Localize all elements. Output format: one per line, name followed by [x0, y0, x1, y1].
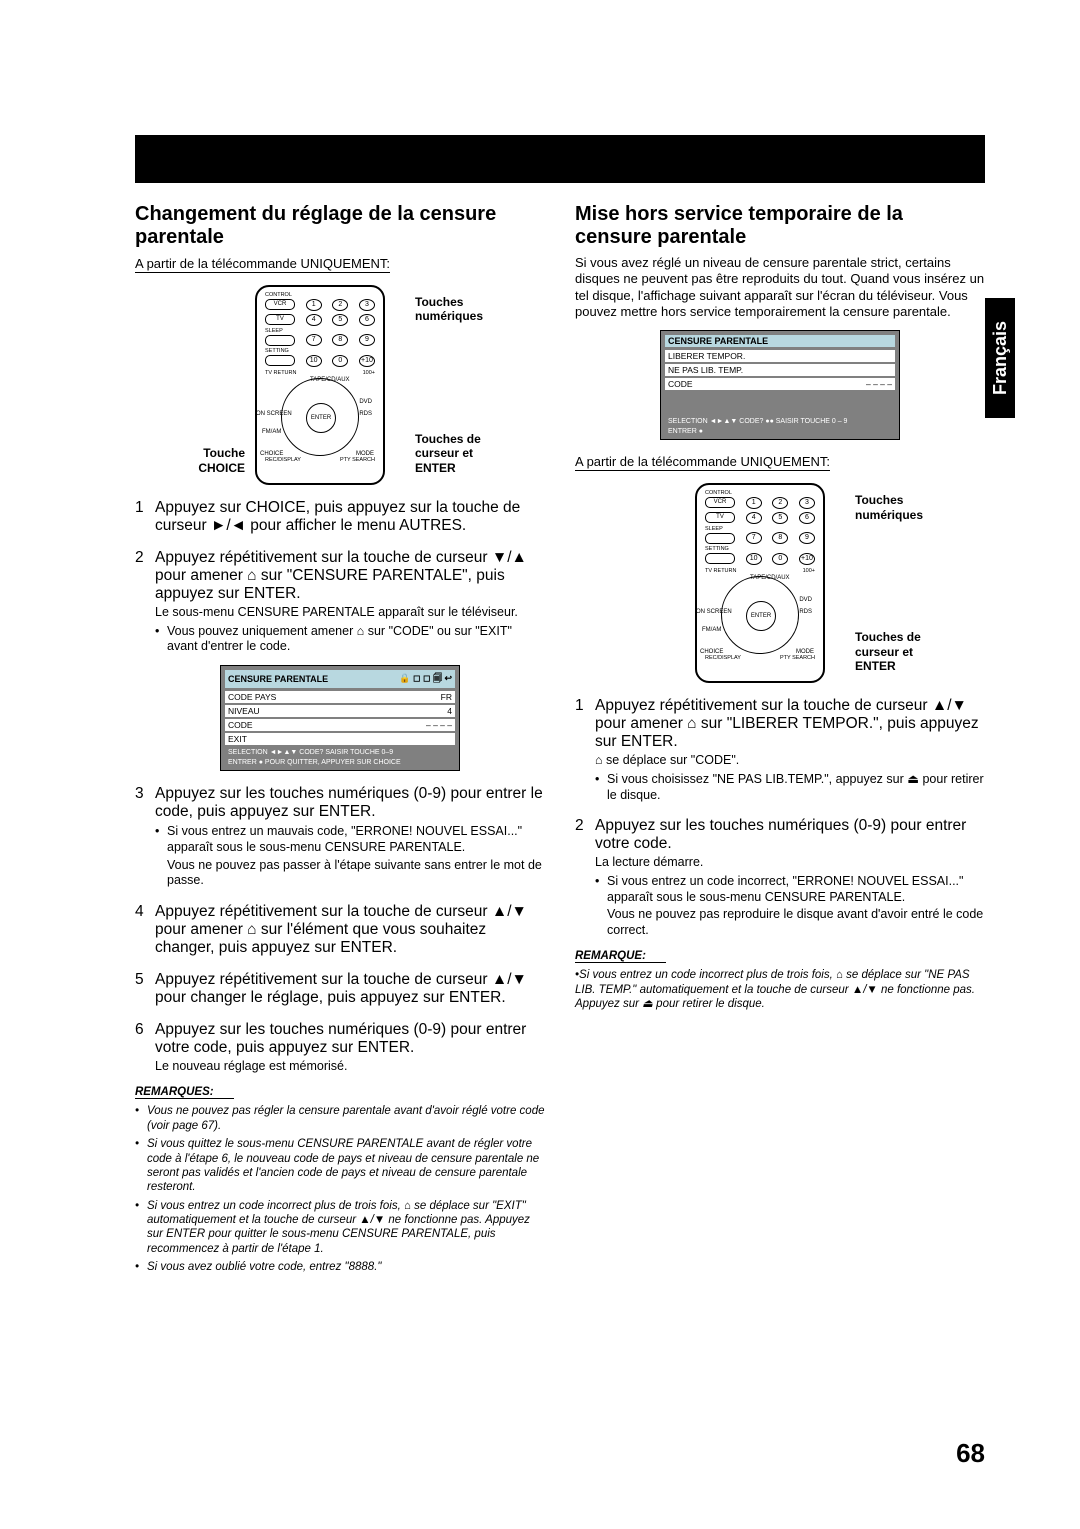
remote-control-icon: CONTROL VCR123 TV456 SLEEP 789 SETTING 1…: [255, 285, 385, 485]
page-number: 68: [956, 1438, 985, 1469]
r-step-1: 1Appuyez répétitivement sur la touche de…: [575, 697, 985, 751]
label-cursor-enter: Touches de curseur et ENTER: [415, 432, 505, 475]
r-step-1b: Si vous choisissez "NE PAS LIB.TEMP.", a…: [595, 772, 985, 803]
remote-diagram-right: CONTROL VCR123 TV456 SLEEP 789 SETTING 1…: [575, 483, 985, 683]
step-2: 2Appuyez répétitivement sur la touche de…: [135, 549, 545, 603]
remote-diagram-left: Touche CHOICE CONTROL VCR123 TV456 SLEEP…: [135, 285, 545, 485]
left-subheading: A partir de la télécommande UNIQUEMENT:: [135, 256, 390, 273]
right-intro: Si vous avez réglé un niveau de censure …: [575, 255, 985, 320]
step-6: 6Appuyez sur les touches numériques (0-9…: [135, 1021, 545, 1057]
osd-censure-parentale: CENSURE PARENTALE🔒 ◻ ◻ 🗐 ↩ CODE PAYSFR N…: [220, 665, 460, 771]
manual-page: Français Changement du réglage de la cen…: [0, 0, 1080, 1529]
language-tab: Français: [985, 298, 1015, 418]
step-6-note: Le nouveau réglage est mémorisé.: [155, 1059, 545, 1075]
label-choice: Touche CHOICE: [175, 446, 245, 475]
remarques-heading: REMARQUES:: [135, 1086, 234, 1099]
step-3: 3Appuyez sur les touches numériques (0-9…: [135, 785, 545, 821]
remarque-r: Si vous entrez un code incorrect plus de…: [575, 968, 985, 1011]
r-step-2: 2Appuyez sur les touches numériques (0-9…: [575, 817, 985, 853]
osd-liberer-tempor: CENSURE PARENTALE LIBERER TEMPOR. NE PAS…: [660, 330, 900, 440]
step-3-note-a: Si vous entrez un mauvais code, "ERRONE!…: [155, 824, 545, 855]
step-2-note-a: Le sous-menu CENSURE PARENTALE apparaît …: [155, 605, 545, 621]
left-heading: Changement du réglage de la censure pare…: [135, 203, 545, 249]
label-numeric-r: Touches numériques: [855, 493, 945, 522]
step-5: 5Appuyez répétitivement sur la touche de…: [135, 971, 545, 1007]
step-2-note-b: Vous pouvez uniquement amener ⌂ sur "COD…: [155, 624, 545, 655]
r-step-2b: Si vous entrez un code incorrect, "ERRON…: [595, 874, 985, 905]
step-1: 1Appuyez sur CHOICE, puis appuyez sur la…: [135, 499, 545, 535]
remarque-4: Si vous avez oublié votre code, entrez "…: [135, 1260, 545, 1274]
r-step-2c: Vous ne pouvez pas reproduire le disque …: [607, 907, 985, 938]
left-column: Changement du réglage de la censure pare…: [135, 203, 545, 1275]
remarque-1: Vous ne pouvez pas régler la censure par…: [135, 1104, 545, 1133]
step-3-note-b: Vous ne pouvez pas passer à l'étape suiv…: [167, 858, 545, 889]
remarque-3: Si vous entrez un code incorrect plus de…: [135, 1199, 545, 1257]
r-step-2a: La lecture démarre.: [595, 855, 985, 871]
remote-control-icon: CONTROL VCR123 TV456 SLEEP 789 SETTING 1…: [695, 483, 825, 683]
step-4: 4Appuyez répétitivement sur la touche de…: [135, 903, 545, 957]
remarque-2: Si vous quittez le sous-menu CENSURE PAR…: [135, 1137, 545, 1195]
label-numeric: Touches numériques: [415, 295, 505, 324]
r-step-1a: ⌂ se déplace sur "CODE".: [595, 753, 985, 769]
remarque-heading-r: REMARQUE:: [575, 950, 666, 963]
right-column: Mise hors service temporaire de la censu…: [575, 203, 985, 1275]
header-blackbar: [135, 135, 985, 183]
label-cursor-enter-r: Touches de curseur et ENTER: [855, 630, 945, 673]
right-subheading: A partir de la télécommande UNIQUEMENT:: [575, 454, 830, 471]
right-heading: Mise hors service temporaire de la censu…: [575, 203, 985, 249]
